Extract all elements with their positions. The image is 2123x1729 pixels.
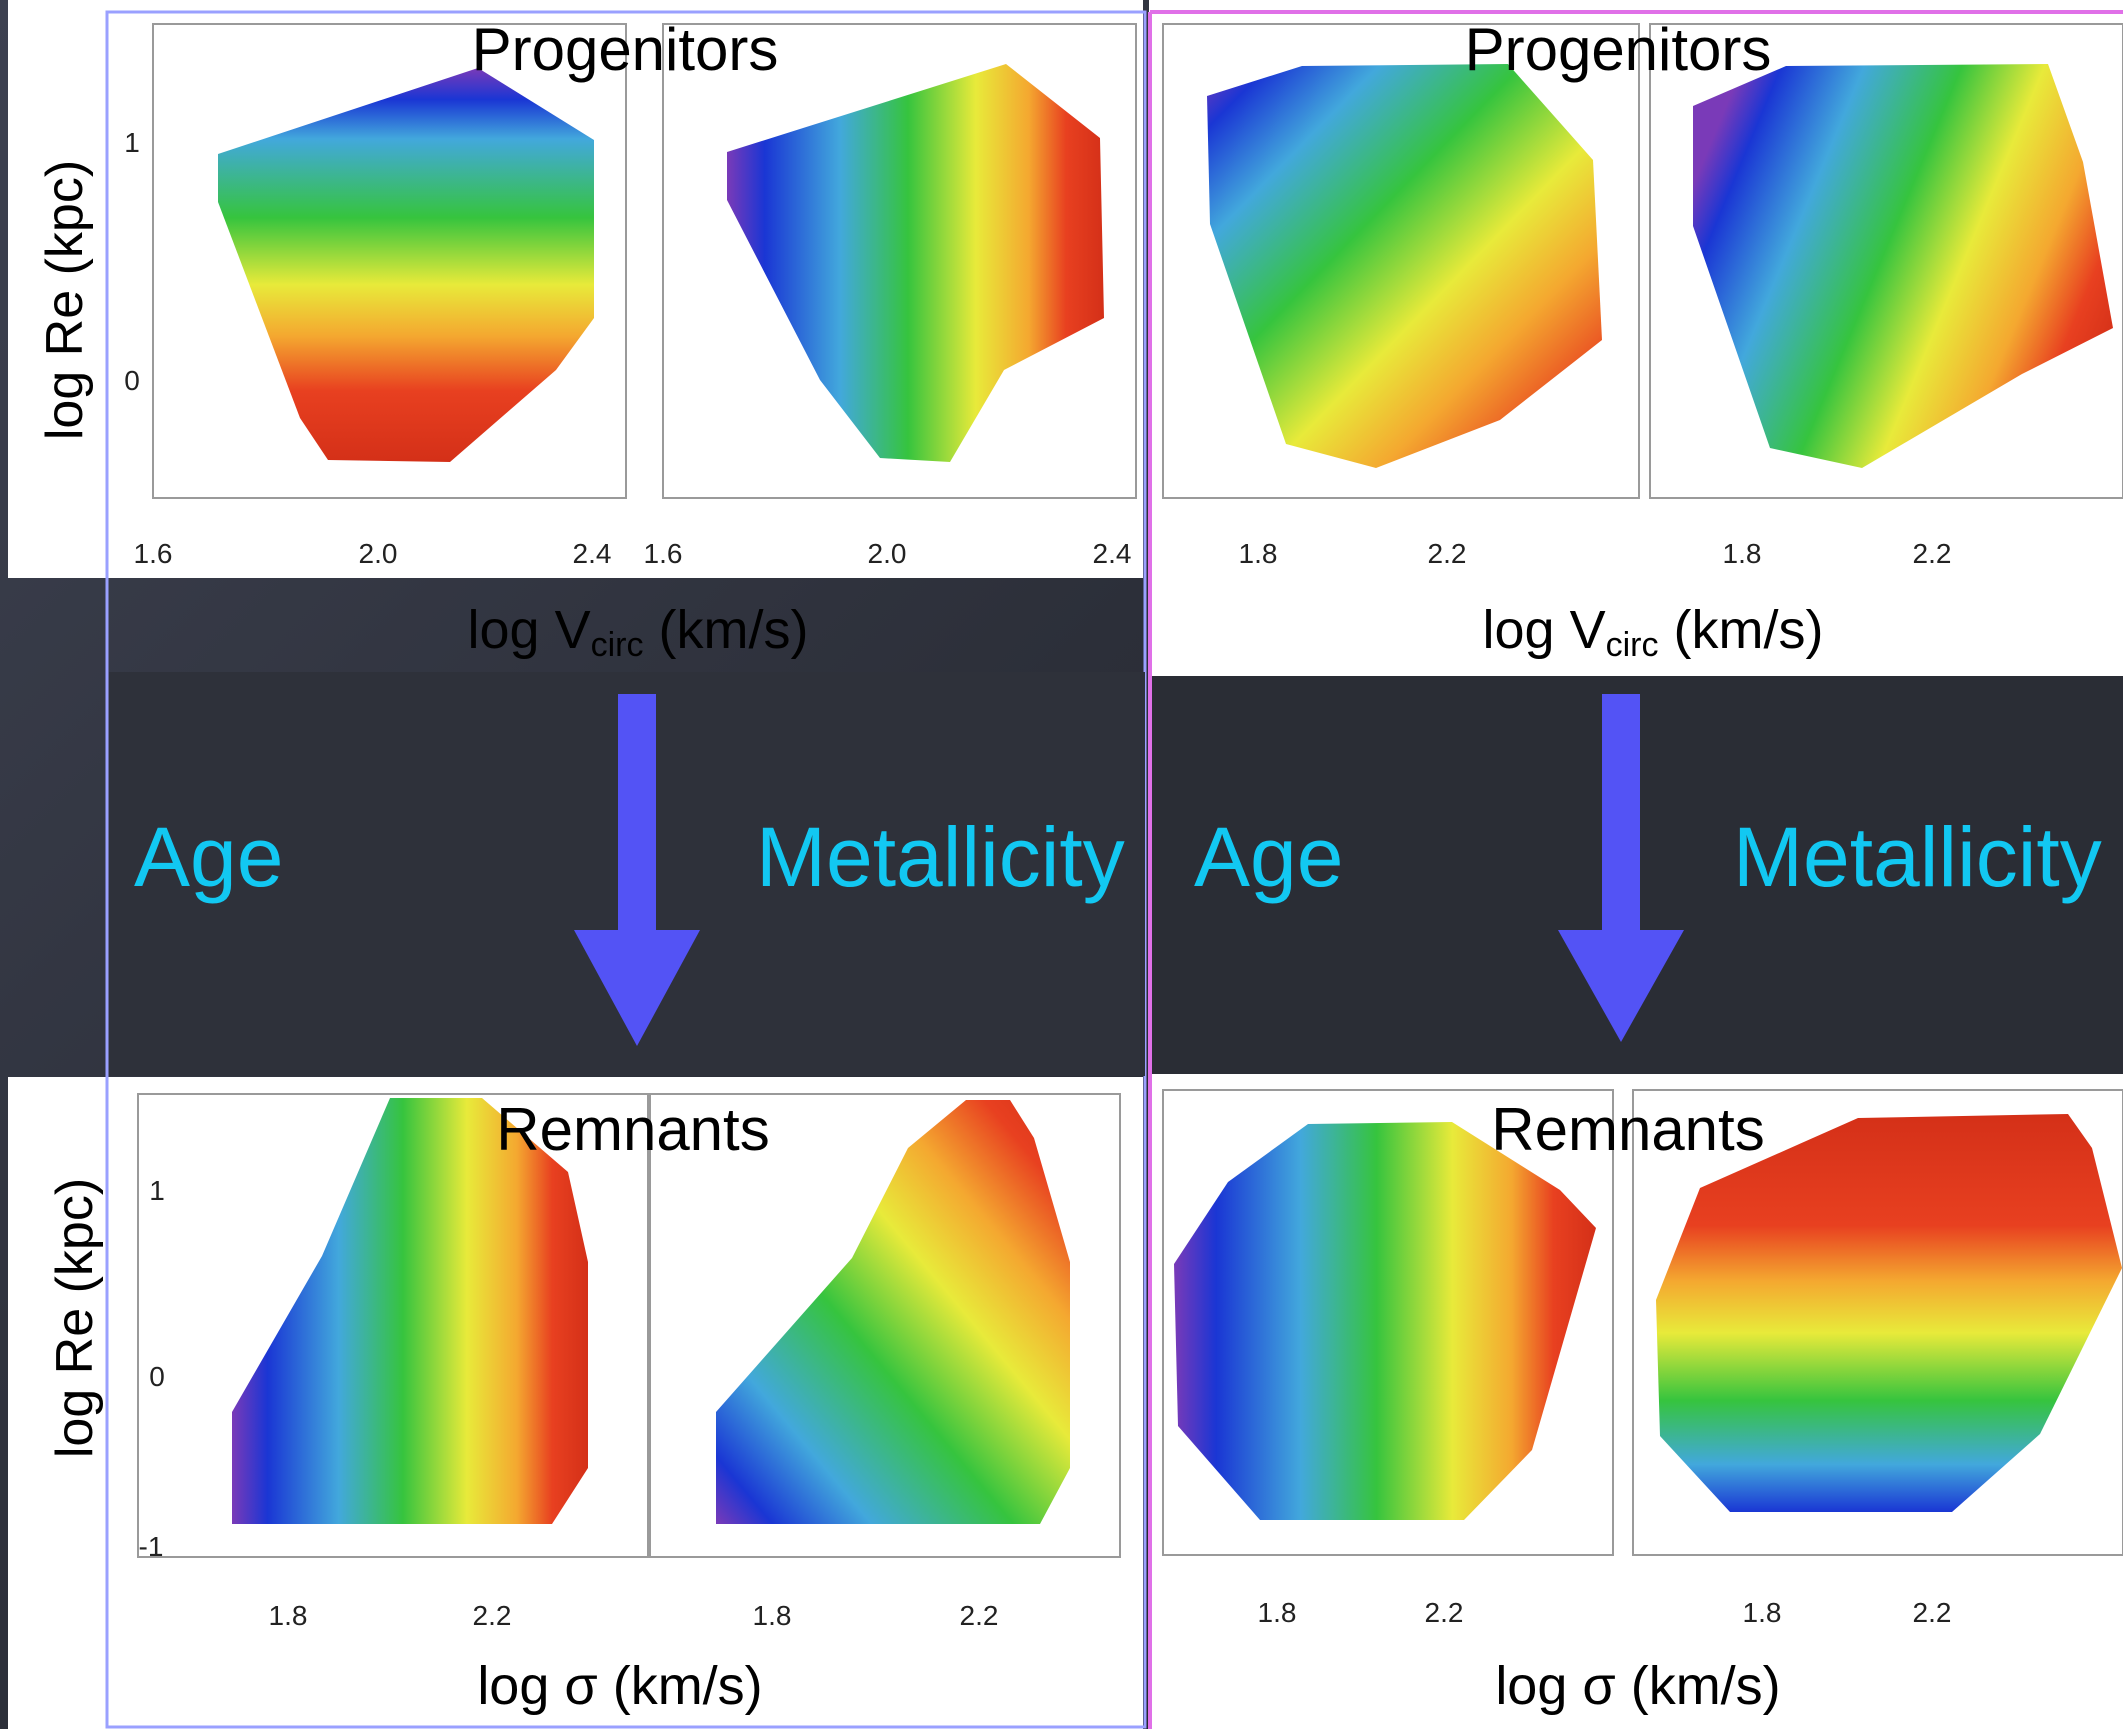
lr-met-axes (649, 1093, 1121, 1558)
lp-title: Progenitors (472, 16, 779, 83)
rp-title: Progenitors (1465, 16, 1772, 83)
tick-labels: 1.6 2.0 2.4 1.6 2.0 2.4 1.8 2.2 1.8 2.2 1.8 2.2 1.8 2… (124, 127, 1951, 1631)
rr-met-xtick-0: 1.8 (1743, 1597, 1782, 1628)
lp-met-xtick-2: 2.4 (1093, 538, 1132, 569)
rp-met-xtick-0: 1.8 (1723, 538, 1762, 569)
lp-ytick-1: 1 (124, 127, 140, 158)
left-down-arrow (574, 694, 700, 1046)
rp-met-axes (1649, 23, 2123, 499)
lr-met-xtick-0: 1.8 (753, 1600, 792, 1631)
lr-ytick-2: -1 (139, 1531, 164, 1562)
lp-ytick-0: 0 (124, 365, 140, 396)
rp-xlabel: log Vcirc (km/s) (1483, 600, 1824, 664)
rr-age-map (1174, 1122, 1596, 1520)
lp-age-xtick-0: 1.6 (134, 538, 173, 569)
rr-age-axes (1162, 1089, 1614, 1556)
lp-age-axes (152, 23, 627, 499)
lp-age-xtick-1: 2.0 (359, 538, 398, 569)
rp-age-map (1207, 64, 1602, 468)
rr-met-map (1656, 1114, 2122, 1512)
rr-title: Remnants (1491, 1096, 1764, 1163)
lp-met-axes (662, 23, 1137, 499)
lr-age-axes (137, 1093, 649, 1558)
rp-age-axes (1162, 23, 1640, 499)
lp-met-map (727, 64, 1104, 462)
lp-age-map (218, 68, 594, 462)
rp-met-xtick-1: 2.2 (1913, 538, 1952, 569)
left-metallicity-label: Metallicity (756, 810, 1125, 904)
lr-age-xtick-1: 2.2 (473, 1600, 512, 1631)
lp-xlabel: log Vcirc (km/s) (468, 600, 809, 664)
rp-age-xtick-0: 1.8 (1239, 538, 1278, 569)
rp-met-map (1693, 64, 2113, 468)
lr-ytick-0: 1 (149, 1175, 165, 1206)
lr-ytick-1: 0 (149, 1361, 165, 1392)
left-age-label: Age (134, 810, 283, 904)
right-age-label: Age (1194, 810, 1343, 904)
lr-met-map (716, 1100, 1070, 1524)
lr-xlabel: log σ (km/s) (477, 1656, 762, 1716)
rr-age-xtick-1: 2.2 (1425, 1597, 1464, 1628)
lr-age-xtick-0: 1.8 (269, 1600, 308, 1631)
right-down-arrow (1558, 694, 1684, 1042)
lr-met-xtick-1: 2.2 (960, 1600, 999, 1631)
lp-met-xtick-0: 1.6 (644, 538, 683, 569)
lr-age-map (232, 1098, 588, 1524)
ylabel-top: log Re (kpc) (36, 160, 94, 440)
ylabel-bottom: log Re (kpc) (46, 1178, 104, 1458)
rr-met-xtick-1: 2.2 (1913, 1597, 1952, 1628)
lr-title: Remnants (496, 1096, 769, 1163)
rr-met-axes (1632, 1089, 2123, 1556)
rr-age-xtick-0: 1.8 (1258, 1597, 1297, 1628)
right-metallicity-label: Metallicity (1733, 810, 2102, 904)
lp-met-xtick-1: 2.0 (868, 538, 907, 569)
lp-age-xtick-2: 2.4 (573, 538, 612, 569)
rp-age-xtick-1: 2.2 (1428, 538, 1467, 569)
rr-xlabel: log σ (km/s) (1495, 1656, 1780, 1716)
